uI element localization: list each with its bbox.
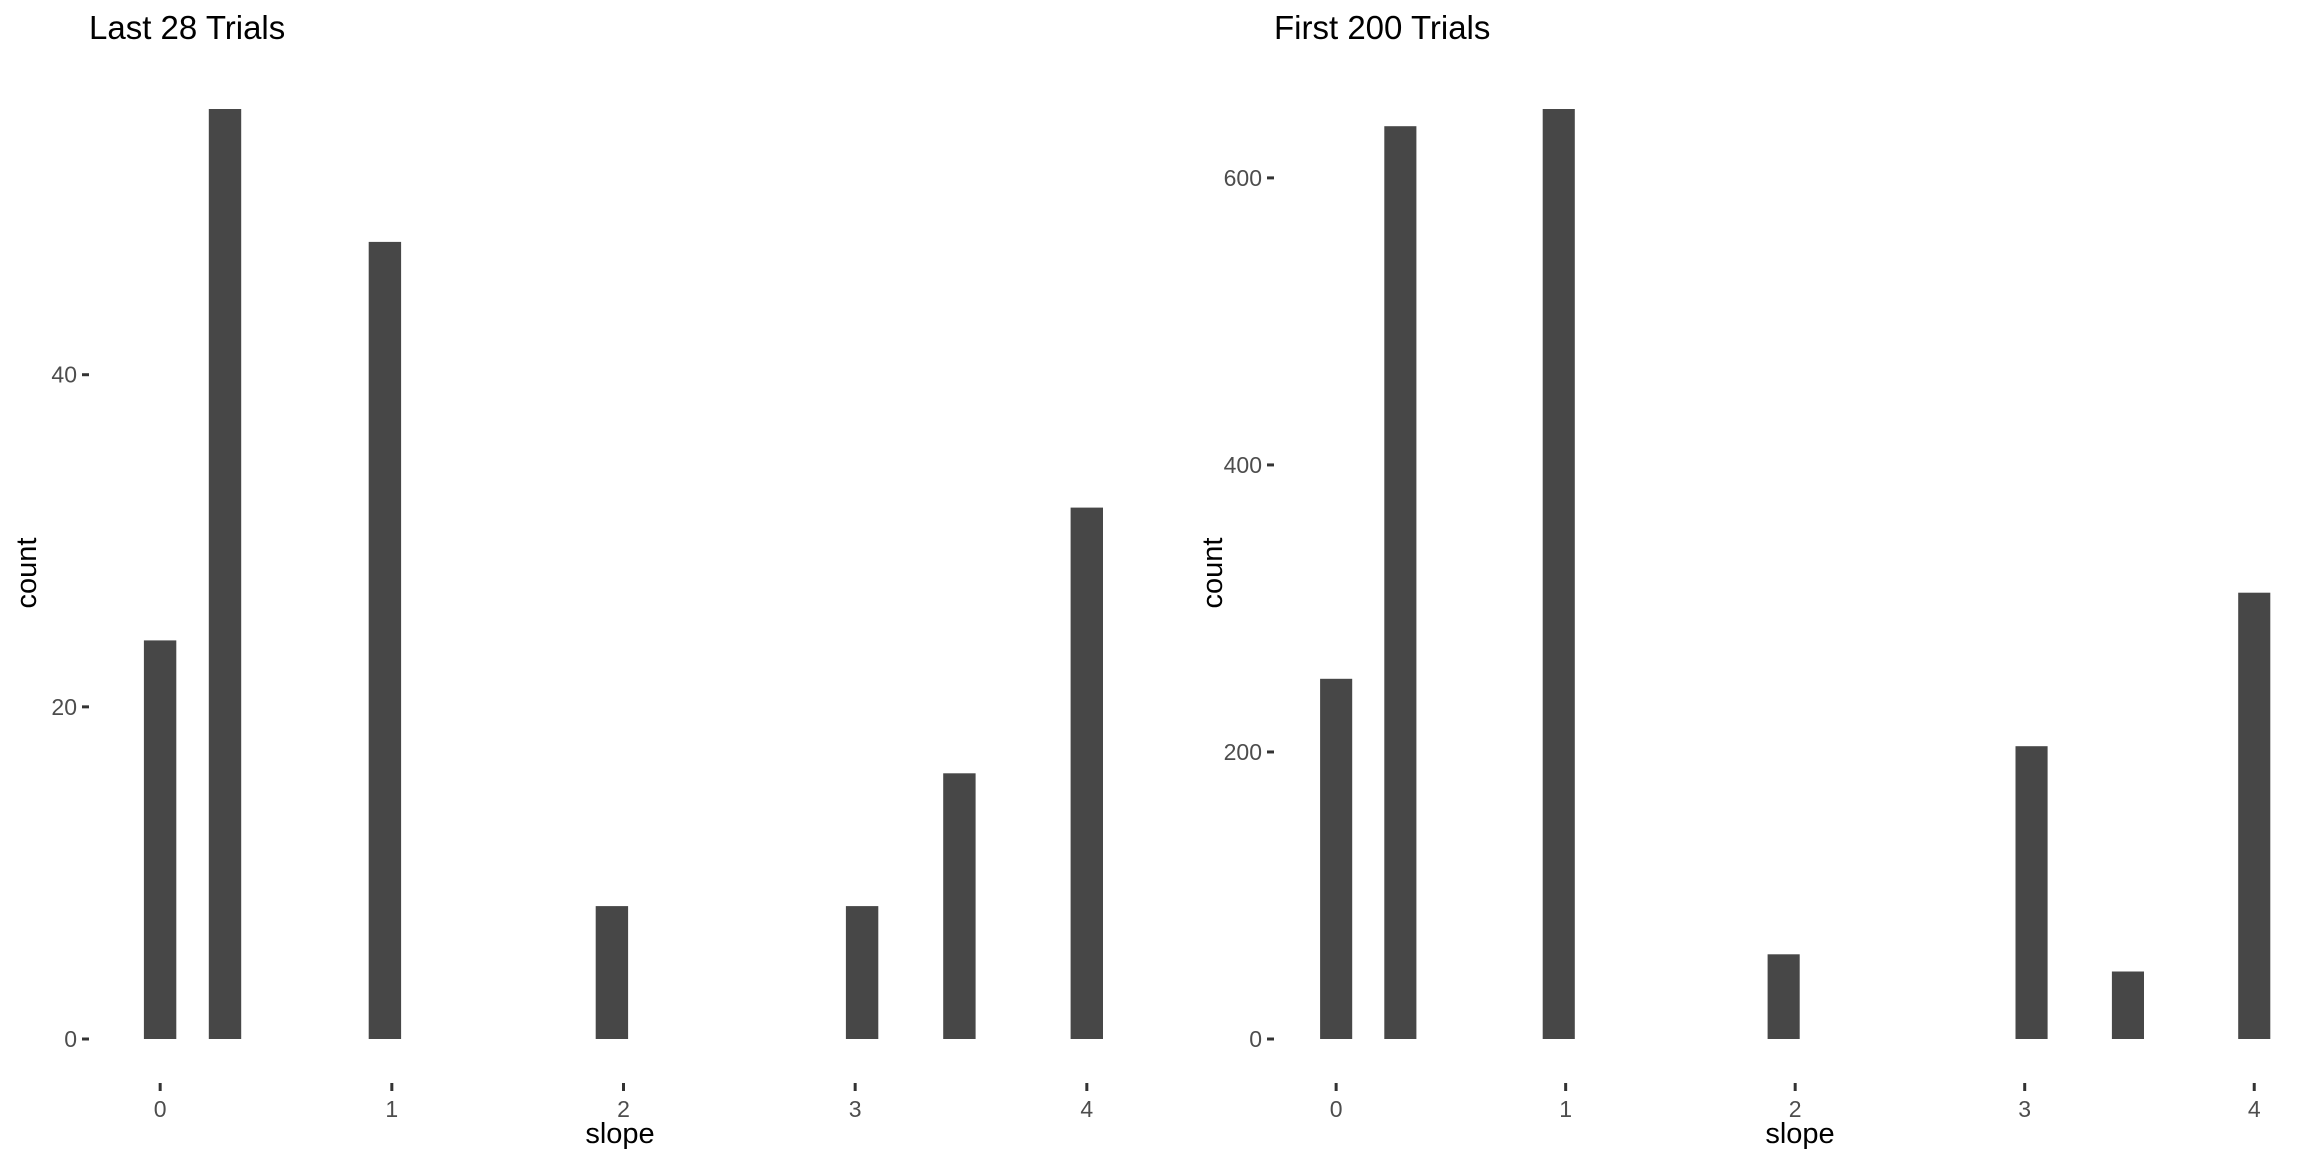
chart-panel-last-28-trials: Last 28 Trials 0 20 40 0 1 2 3 4 slope count: [11, 9, 1103, 1150]
y-axis-ticks: 0 20 40: [51, 362, 89, 1052]
bar: [1320, 678, 1353, 1039]
x-axis-label: slope: [585, 1118, 654, 1150]
chart-svg-last-28-trials: Last 28 Trials 0 20 40 0 1 2 3 4 slope count: [11, 9, 1103, 1150]
x-tick-label: 4: [2248, 1096, 2261, 1122]
x-axis-ticks: 0 1 2 3 4: [154, 1083, 1093, 1122]
chart-title: Last 28 Trials: [89, 9, 285, 46]
bar: [1542, 109, 1575, 1039]
bar: [368, 241, 402, 1039]
bar: [208, 109, 242, 1039]
x-tick-label: 1: [1559, 1096, 1572, 1122]
bar: [1767, 954, 1800, 1039]
y-axis-ticks: 0 200 400 600: [1224, 165, 1274, 1052]
x-tick-label: 0: [154, 1096, 167, 1122]
x-tick-label: 2: [617, 1096, 630, 1122]
x-tick-label: 1: [385, 1096, 398, 1122]
x-tick-label: 3: [2018, 1096, 2031, 1122]
bar: [943, 773, 976, 1039]
chart-title: First 200 Trials: [1274, 9, 1490, 46]
y-axis-label: count: [1197, 538, 1229, 609]
y-tick-label: 0: [64, 1026, 77, 1052]
x-axis-label: slope: [1765, 1118, 1834, 1150]
y-tick-label: 20: [51, 694, 77, 720]
bar: [845, 906, 879, 1039]
x-axis-ticks: 0 1 2 3 4: [1330, 1083, 2261, 1122]
bar: [2111, 971, 2144, 1039]
y-tick-label: 600: [1224, 165, 1262, 191]
bar: [143, 640, 177, 1039]
bar: [1384, 126, 1417, 1039]
x-tick-label: 3: [849, 1096, 862, 1122]
y-tick-label: 200: [1224, 739, 1262, 765]
bar: [2238, 592, 2271, 1039]
bars-group: [1320, 109, 2271, 1039]
bar: [1070, 507, 1103, 1040]
y-tick-label: 40: [51, 362, 77, 388]
bars-group: [143, 109, 1103, 1040]
x-tick-label: 2: [1789, 1096, 1802, 1122]
y-tick-label: 0: [1249, 1026, 1262, 1052]
bar: [2015, 746, 2048, 1039]
x-tick-label: 0: [1330, 1096, 1343, 1122]
y-tick-label: 400: [1224, 452, 1262, 478]
bar: [595, 906, 629, 1039]
x-tick-label: 4: [1080, 1096, 1093, 1122]
y-axis-label: count: [11, 538, 43, 609]
